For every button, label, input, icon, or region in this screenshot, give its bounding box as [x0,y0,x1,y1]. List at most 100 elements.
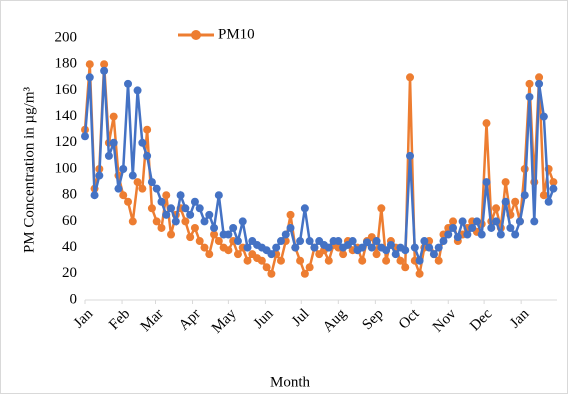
point [152,184,161,193]
y-tick-label: 160 [55,82,78,98]
point [276,237,285,246]
point [233,250,242,259]
point [434,243,443,252]
point [190,197,199,206]
point [243,256,252,265]
point [449,217,458,226]
point [171,217,180,226]
point [396,256,405,265]
point [372,237,381,246]
legend-marker [191,30,201,40]
point [286,210,295,219]
point [210,230,219,239]
point [401,263,410,272]
point [138,184,147,193]
y-tick-label: 140 [55,108,78,124]
point [492,204,501,213]
point [324,243,333,252]
point [324,256,333,265]
point [109,138,118,147]
point [506,223,515,232]
point [377,204,386,213]
point [205,210,214,219]
point [310,243,319,252]
point [363,238,372,247]
point [267,269,276,278]
point [229,223,238,232]
point [186,233,195,242]
point [281,230,290,239]
point [372,250,381,259]
y-axis-label: PM Concentration in µg/m³ [21,86,37,253]
point [391,250,400,259]
point [429,250,438,259]
point [100,66,109,75]
point [100,60,109,69]
point [544,197,553,206]
point [530,217,539,226]
point [224,246,233,255]
point [181,217,190,226]
point [539,191,548,200]
point [463,230,472,239]
point [143,125,152,134]
point [535,79,544,88]
point [167,230,176,239]
point [477,230,486,239]
point [128,171,137,180]
point [124,197,133,206]
y-tick-label: 60 [62,213,77,229]
point [549,184,558,193]
point [520,191,529,200]
point [415,269,424,278]
point [128,217,137,226]
point [162,191,171,200]
point [119,165,128,173]
point [511,230,520,239]
point [162,210,171,219]
point [276,256,285,265]
point [238,217,247,226]
point [85,73,94,82]
point [257,256,266,265]
point [138,138,147,147]
point [272,243,281,252]
x-axis-label: Month [270,374,311,390]
point [482,119,491,128]
point [358,256,367,265]
point [367,243,376,252]
point [300,269,309,278]
point [296,256,305,265]
point [472,217,481,226]
point [511,197,520,206]
point [167,204,176,213]
point [214,191,223,200]
point [214,237,223,246]
point [482,178,491,187]
point [305,237,314,246]
point [348,237,357,246]
point [358,243,367,252]
point [176,191,185,200]
point [190,223,199,232]
point [453,233,462,242]
point [157,197,166,206]
point [224,230,233,239]
point [124,79,133,88]
point [487,223,496,232]
point [119,191,128,200]
point [90,191,99,200]
point [492,217,501,226]
point [468,223,477,232]
point [434,256,443,265]
point [143,151,152,160]
point [401,246,410,255]
point [458,217,467,226]
point [305,263,314,272]
point [291,243,300,252]
point [157,223,166,232]
y-tick-label: 20 [62,265,77,281]
point [300,204,309,213]
point [205,250,214,259]
point [496,230,505,239]
